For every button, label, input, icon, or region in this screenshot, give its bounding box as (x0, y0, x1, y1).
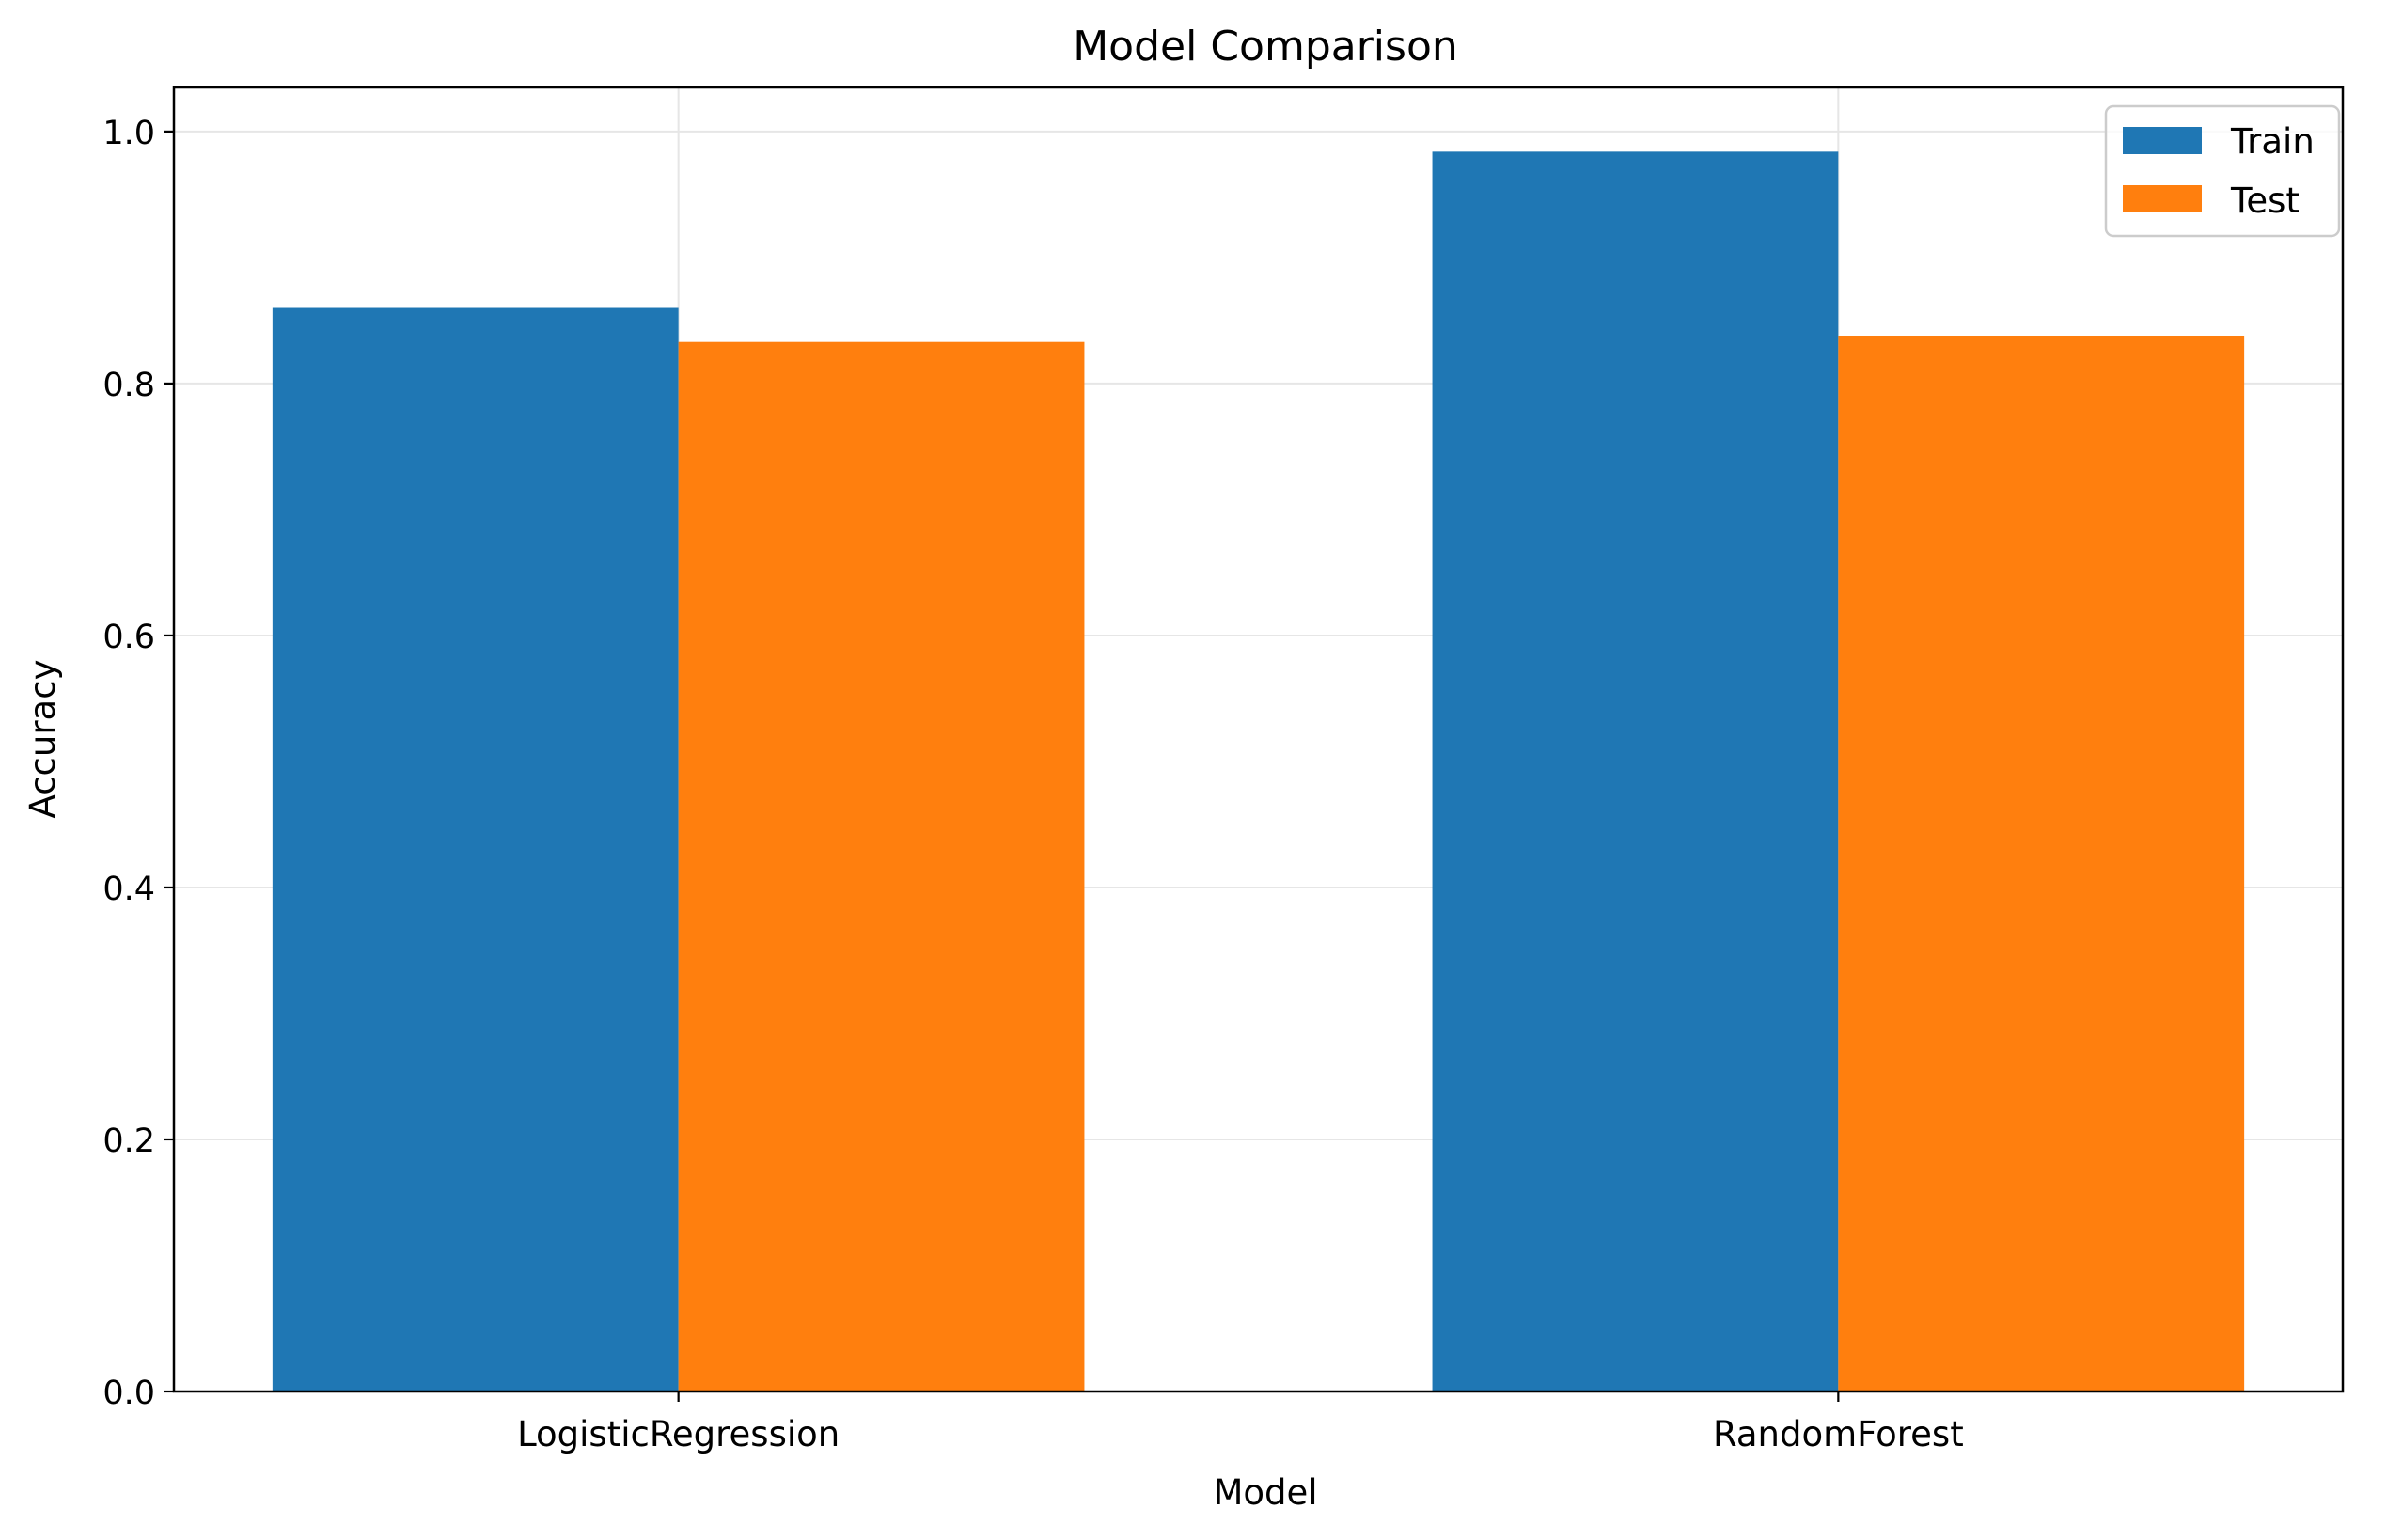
x-tick-label: LogisticRegression (517, 1414, 840, 1454)
y-tick-label: 1.0 (102, 115, 155, 152)
x-axis: LogisticRegression RandomForest (517, 1391, 1964, 1454)
y-tick-label: 0.4 (102, 871, 155, 908)
plot-frame (172, 86, 2345, 1393)
y-tick-label: 0.2 (102, 1123, 155, 1160)
bar-test-randomforest (1838, 335, 2245, 1391)
y-axis: 0.0 0.2 0.4 0.6 0.8 1.0 (102, 115, 174, 1412)
legend-label-train: Train (2230, 121, 2315, 162)
y-tick-label: 0.8 (102, 367, 155, 404)
bar-test-logisticregression (678, 341, 1085, 1392)
legend-label-test: Test (2230, 181, 2300, 221)
chart-title: Model Comparison (1073, 23, 1458, 71)
x-axis-label: Model (1213, 1472, 1317, 1513)
bars (272, 151, 2245, 1392)
bar-train-logisticregression (272, 307, 679, 1392)
legend-swatch-test (2123, 185, 2202, 212)
x-tick-label: RandomForest (1713, 1414, 1964, 1454)
legend: Train Test (2104, 104, 2341, 238)
legend-swatch-train (2123, 127, 2202, 154)
y-tick-label: 0.6 (102, 619, 155, 656)
bar-train-randomforest (1432, 151, 1839, 1391)
y-tick-label: 0.0 (102, 1375, 155, 1412)
y-axis-label: Accuracy (23, 660, 63, 819)
